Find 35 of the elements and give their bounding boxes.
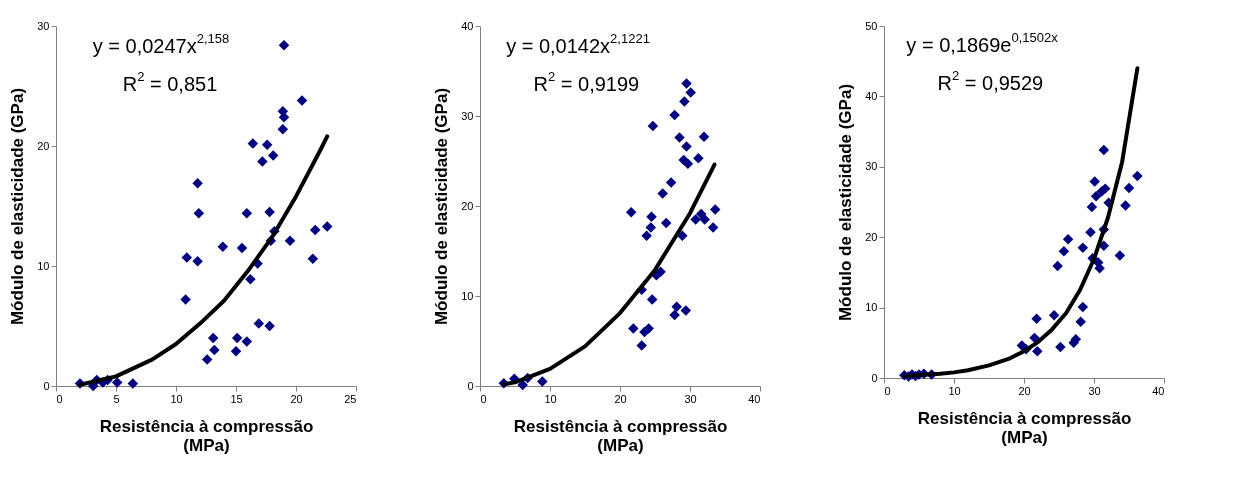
y-tick-label: 10 xyxy=(461,289,474,302)
y-tick-label: 20 xyxy=(865,230,878,243)
x-tick-label: 0 xyxy=(884,384,891,397)
x-axis-title: Resistência à compressão (MPa) xyxy=(917,408,1132,447)
x-axis-title: Resistência à compressão (MPa) xyxy=(513,416,728,455)
x-tick-label: 40 xyxy=(748,392,761,405)
y-tick-label: 50 xyxy=(865,19,878,32)
x-tick-label: 0 xyxy=(480,392,487,405)
x-tick-label: 10 xyxy=(170,392,183,405)
x-tick-label: 5 xyxy=(113,392,120,405)
y-tick-label: 20 xyxy=(461,199,474,212)
y-tick-label: 30 xyxy=(865,160,878,173)
y-tick-label: 40 xyxy=(461,19,474,32)
y-tick-label: 10 xyxy=(37,259,50,272)
y-tick-label: 30 xyxy=(37,19,50,32)
x-tick-label: 10 xyxy=(948,384,961,397)
x-tick-label: 15 xyxy=(230,392,243,405)
y-axis-title: Módulo de elasticidade (GPa) xyxy=(8,87,28,326)
y-axis-title: Módulo de elasticidade (GPa) xyxy=(432,87,452,326)
x-tick-label: 25 xyxy=(344,392,357,405)
x-axis-title: Resistência à compressão (MPa) xyxy=(99,416,314,455)
y-tick-label: 20 xyxy=(37,139,50,152)
x-tick-label: 0 xyxy=(56,392,63,405)
x-tick-label: 30 xyxy=(1088,384,1101,397)
x-tick-label: 10 xyxy=(544,392,557,405)
y-axis-title: Módulo de elasticidade (GPa) xyxy=(836,83,856,322)
x-tick-label: 40 xyxy=(1152,384,1165,397)
y-tick-label: 0 xyxy=(871,371,878,384)
x-tick-label: 20 xyxy=(290,392,303,405)
y-tick-label: 40 xyxy=(865,89,878,102)
x-tick-label: 30 xyxy=(684,392,697,405)
x-tick-label: 20 xyxy=(614,392,627,405)
y-tick-label: 10 xyxy=(865,301,878,314)
y-tick-label: 30 xyxy=(461,109,474,122)
x-tick-label: 20 xyxy=(1018,384,1031,397)
